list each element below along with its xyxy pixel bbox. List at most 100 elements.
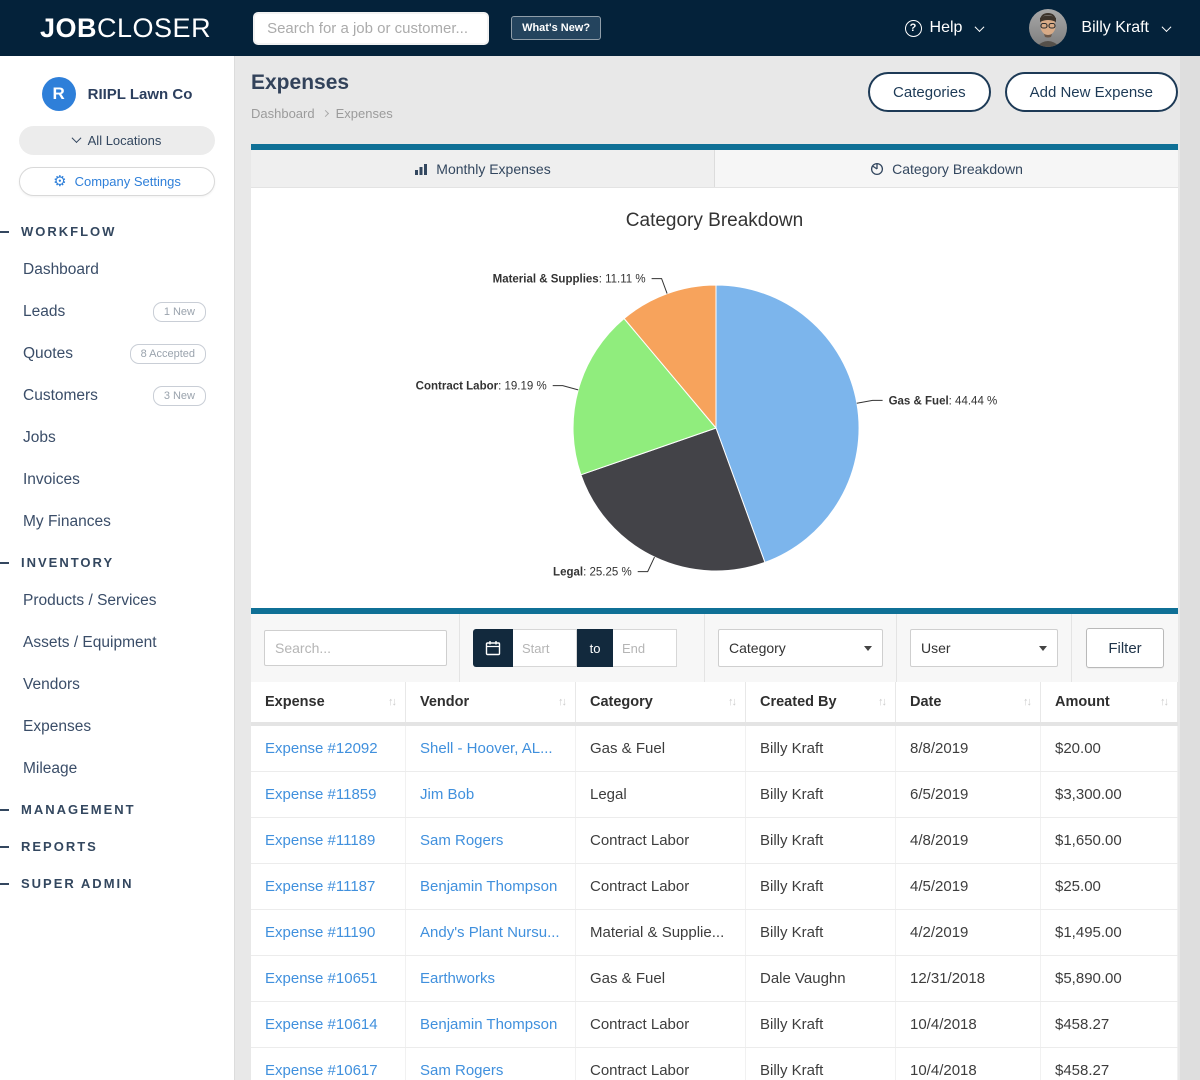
- pie-label-material-supplies: Material & Supplies: 11.11 %: [493, 274, 646, 286]
- sidebar-item-mileage[interactable]: Mileage: [0, 748, 234, 790]
- expense-link[interactable]: Expense #11859: [251, 772, 406, 817]
- column-header-created-by[interactable]: Created By↑↓: [746, 682, 896, 722]
- sidebar-item-quotes[interactable]: Quotes8 Accepted: [0, 333, 234, 375]
- vendor-link[interactable]: Sam Rogers: [406, 818, 576, 863]
- sidebar-section-workflow[interactable]: WORKFLOW: [0, 212, 234, 249]
- column-header-expense[interactable]: Expense↑↓: [251, 682, 406, 722]
- section-label: MANAGEMENT: [21, 802, 136, 817]
- expense-link[interactable]: Expense #12092: [251, 726, 406, 771]
- user-select[interactable]: User: [910, 629, 1058, 667]
- start-date-input[interactable]: [513, 629, 577, 667]
- expense-link[interactable]: Expense #11189: [251, 818, 406, 863]
- expense-link[interactable]: Expense #10617: [251, 1048, 406, 1080]
- created-by-cell: Billy Kraft: [746, 818, 896, 863]
- column-header-category[interactable]: Category ↑↓: [576, 682, 746, 722]
- all-locations-dropdown[interactable]: All Locations: [19, 126, 215, 155]
- table-body: Expense #12092Shell - Hoover, AL... Gas &…: [251, 726, 1178, 1080]
- section-collapse-icon: [0, 883, 9, 885]
- caret-down-icon: [1039, 646, 1047, 651]
- sidebar-item-invoices[interactable]: Invoices: [0, 459, 234, 501]
- vendor-link[interactable]: Benjamin Thompson: [406, 864, 576, 909]
- column-header-date[interactable]: Date↑↓: [896, 682, 1041, 722]
- help-menu[interactable]: Help: [905, 19, 984, 37]
- add-new-expense-button[interactable]: Add New Expense: [1005, 72, 1178, 112]
- created-by-cell: Billy Kraft: [746, 864, 896, 909]
- sort-icon[interactable]: ↑↓: [558, 696, 565, 708]
- vendor-link[interactable]: Benjamin Thompson: [406, 1002, 576, 1047]
- category-cell: Contract Labor: [576, 1002, 746, 1047]
- pie-label-legal: Legal: 25.25 %: [553, 567, 632, 579]
- chevron-down-icon[interactable]: [1162, 22, 1172, 32]
- tab-monthly-expenses[interactable]: Monthly Expenses: [251, 150, 714, 187]
- sort-icon[interactable]: ↑↓: [1023, 696, 1030, 708]
- user-avatar[interactable]: [1029, 9, 1067, 47]
- sidebar-item-vendors[interactable]: Vendors: [0, 664, 234, 706]
- vendor-link[interactable]: Earthworks: [406, 956, 576, 1001]
- sort-icon[interactable]: ↑↓: [878, 696, 885, 708]
- sidebar-item-label: Expenses: [23, 718, 91, 736]
- category-cell: Contract Labor: [576, 864, 746, 909]
- breadcrumb-dashboard[interactable]: Dashboard: [251, 106, 315, 121]
- expense-link[interactable]: Expense #10651: [251, 956, 406, 1001]
- category-cell: Gas & Fuel: [576, 956, 746, 1001]
- created-by-cell: Billy Kraft: [746, 1002, 896, 1047]
- count-badge: 1 New: [153, 302, 206, 322]
- sidebar-item-products-services[interactable]: Products / Services: [0, 580, 234, 622]
- categories-button[interactable]: Categories: [868, 72, 991, 112]
- sidebar-section-management[interactable]: MANAGEMENT: [0, 790, 234, 827]
- expense-link[interactable]: Expense #11190: [251, 910, 406, 955]
- created-by-cell: Billy Kraft: [746, 772, 896, 817]
- sidebar-section-reports[interactable]: REPORTS: [0, 827, 234, 864]
- whats-new-button[interactable]: What's New?: [511, 16, 601, 40]
- sidebar-item-assets-equipment[interactable]: Assets / Equipment: [0, 622, 234, 664]
- table-row: Expense #11189Sam RogersContract LaborBi…: [251, 818, 1178, 864]
- all-locations-label: All Locations: [88, 133, 162, 148]
- category-select[interactable]: Category: [718, 629, 883, 667]
- sort-icon[interactable]: ↑↓: [388, 696, 395, 708]
- date-cell: 6/5/2019: [896, 772, 1041, 817]
- company-settings-button[interactable]: ⚙ Company Settings: [19, 167, 215, 196]
- column-header-amount[interactable]: Amount↑↓: [1041, 682, 1178, 722]
- sort-icon[interactable]: ↑↓: [1160, 696, 1167, 708]
- filter-button[interactable]: Filter: [1086, 628, 1164, 668]
- breadcrumb: Dashboard Expenses: [251, 106, 393, 121]
- expense-link[interactable]: Expense #10614: [251, 1002, 406, 1047]
- table-row: Expense #10617Sam RogersContract LaborBi…: [251, 1048, 1178, 1080]
- scrollbar-track[interactable]: [1180, 56, 1200, 1080]
- sidebar-item-dashboard[interactable]: Dashboard: [0, 249, 234, 291]
- sidebar-item-customers[interactable]: Customers3 New: [0, 375, 234, 417]
- company-name: RIIPL Lawn Co: [88, 86, 193, 103]
- category-cell: Contract Labor: [576, 1048, 746, 1080]
- calendar-button[interactable]: [473, 629, 513, 667]
- vendor-link[interactable]: Shell - Hoover, AL...: [406, 726, 576, 771]
- column-header-vendor[interactable]: Vendor↑↓: [406, 682, 576, 722]
- calendar-icon: [484, 639, 502, 657]
- sidebar-section-super-admin[interactable]: SUPER ADMIN: [0, 864, 234, 901]
- sidebar-item-label: Mileage: [23, 760, 77, 778]
- sort-icon[interactable]: ↑↓: [728, 696, 735, 708]
- sidebar-item-leads[interactable]: Leads1 New: [0, 291, 234, 333]
- sidebar-item-label: Products / Services: [23, 592, 157, 610]
- table-search-input[interactable]: [264, 630, 447, 666]
- tab-category-breakdown[interactable]: Category Breakdown: [714, 150, 1178, 187]
- user-name[interactable]: Billy Kraft: [1081, 19, 1149, 37]
- amount-cell: $25.00: [1041, 864, 1178, 909]
- chart-card: Monthly Expenses Category Breakdown Cate…: [251, 144, 1178, 608]
- sidebar-item-expenses[interactable]: Expenses: [0, 706, 234, 748]
- table-row: Expense #12092Shell - Hoover, AL...Gas &…: [251, 726, 1178, 772]
- table-row: Expense #11859Jim BobLegalBilly Kraft6/5…: [251, 772, 1178, 818]
- sidebar-section-inventory[interactable]: INVENTORY: [0, 543, 234, 580]
- sidebar-item-label: Vendors: [23, 676, 80, 694]
- global-search-input[interactable]: [253, 12, 489, 45]
- label-connector: [652, 279, 668, 294]
- column-label: Category: [590, 694, 653, 710]
- vendor-link[interactable]: Andy's Plant Nursu...: [406, 910, 576, 955]
- sidebar-item-label: Assets / Equipment: [23, 634, 157, 652]
- sidebar-item-jobs[interactable]: Jobs: [0, 417, 234, 459]
- end-date-input[interactable]: [613, 629, 677, 667]
- vendor-link[interactable]: Sam Rogers: [406, 1048, 576, 1080]
- vendor-link[interactable]: Jim Bob: [406, 772, 576, 817]
- app-logo[interactable]: JOBCLOSER: [40, 13, 211, 44]
- sidebar-item-my-finances[interactable]: My Finances: [0, 501, 234, 543]
- expense-link[interactable]: Expense #11187: [251, 864, 406, 909]
